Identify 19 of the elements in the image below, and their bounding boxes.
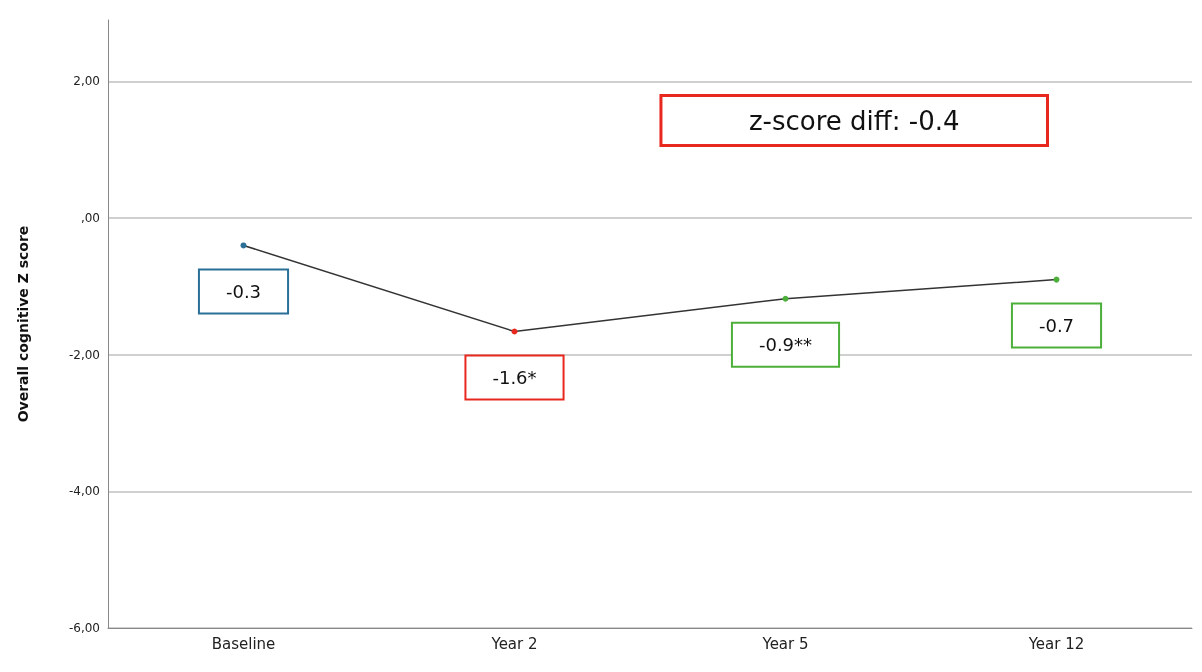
point bbox=[782, 295, 789, 302]
annotation: -0.3 bbox=[225, 280, 262, 302]
y-tick-label: 2,00 bbox=[73, 74, 100, 89]
point bbox=[511, 328, 518, 335]
x-tick-label: Baseline bbox=[211, 634, 276, 653]
y-axis-title: Overall cognitive Z score bbox=[15, 225, 31, 423]
annotation: z-score diff: -0.4 bbox=[748, 105, 960, 136]
y-tick-label: -2,00 bbox=[68, 347, 100, 362]
y-tick-label: -6,00 bbox=[68, 621, 100, 635]
annotation: -0.7 bbox=[1038, 315, 1075, 337]
point bbox=[1053, 276, 1060, 283]
x-tick-label: Year 12 bbox=[1027, 634, 1085, 653]
point bbox=[240, 242, 247, 249]
annotation: -0.9** bbox=[758, 334, 813, 356]
y-tick-label: ,00 bbox=[80, 211, 100, 226]
x-tick-label: Year 2 bbox=[490, 634, 538, 653]
y-tick-label: -4,00 bbox=[68, 484, 100, 499]
x-tick-label: Year 5 bbox=[761, 634, 809, 653]
annotation: -1.6* bbox=[492, 367, 537, 389]
